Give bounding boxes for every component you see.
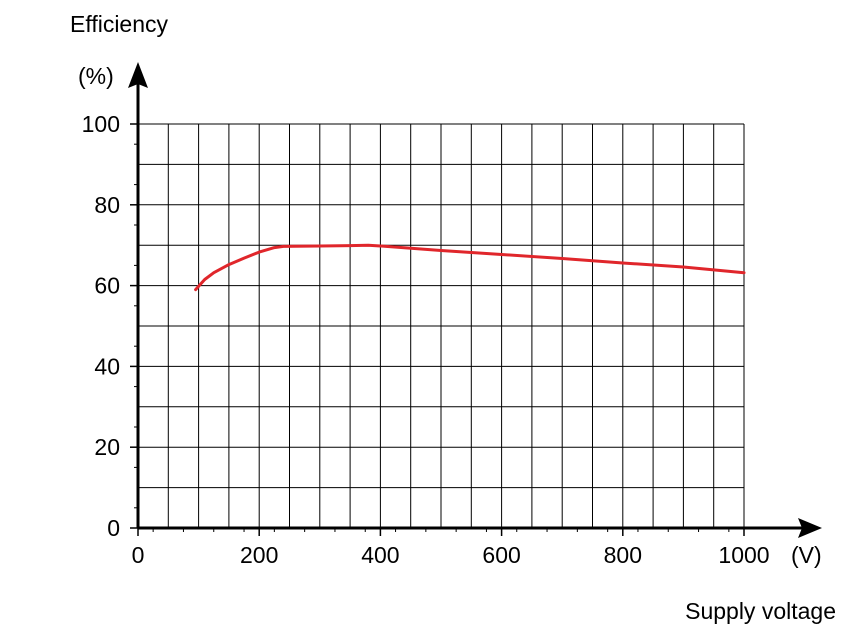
y-tick-label: 100 (82, 111, 120, 137)
axes (128, 62, 822, 538)
grid (138, 123, 745, 528)
x-tick-label: 400 (361, 542, 399, 568)
x-tick-label: 600 (482, 542, 520, 568)
x-axis-title: Supply voltage (685, 598, 836, 624)
efficiency-series-line (194, 243, 746, 292)
series-layer (194, 243, 746, 292)
x-tick-label: 800 (604, 542, 642, 568)
y-tick-label: 40 (94, 353, 120, 379)
x-axis-arrow-icon (798, 518, 822, 538)
y-axis-unit: (%) (78, 63, 114, 89)
y-tick-label: 0 (107, 515, 120, 541)
y-axis-arrow-icon (128, 62, 148, 88)
y-axis-title: Efficiency (70, 11, 169, 37)
x-tick-label: 0 (132, 542, 145, 568)
y-tick-label: 60 (94, 273, 120, 299)
x-tick-label: 1000 (718, 542, 769, 568)
tick-labels: 0 200 400 600 800 1000 0 20 40 60 80 100 (82, 111, 770, 568)
minor-ticks (134, 143, 730, 532)
y-tick-label: 20 (94, 434, 120, 460)
x-axis-unit: (V) (791, 542, 822, 568)
x-tick-label: 200 (240, 542, 278, 568)
y-tick-label: 80 (94, 192, 120, 218)
